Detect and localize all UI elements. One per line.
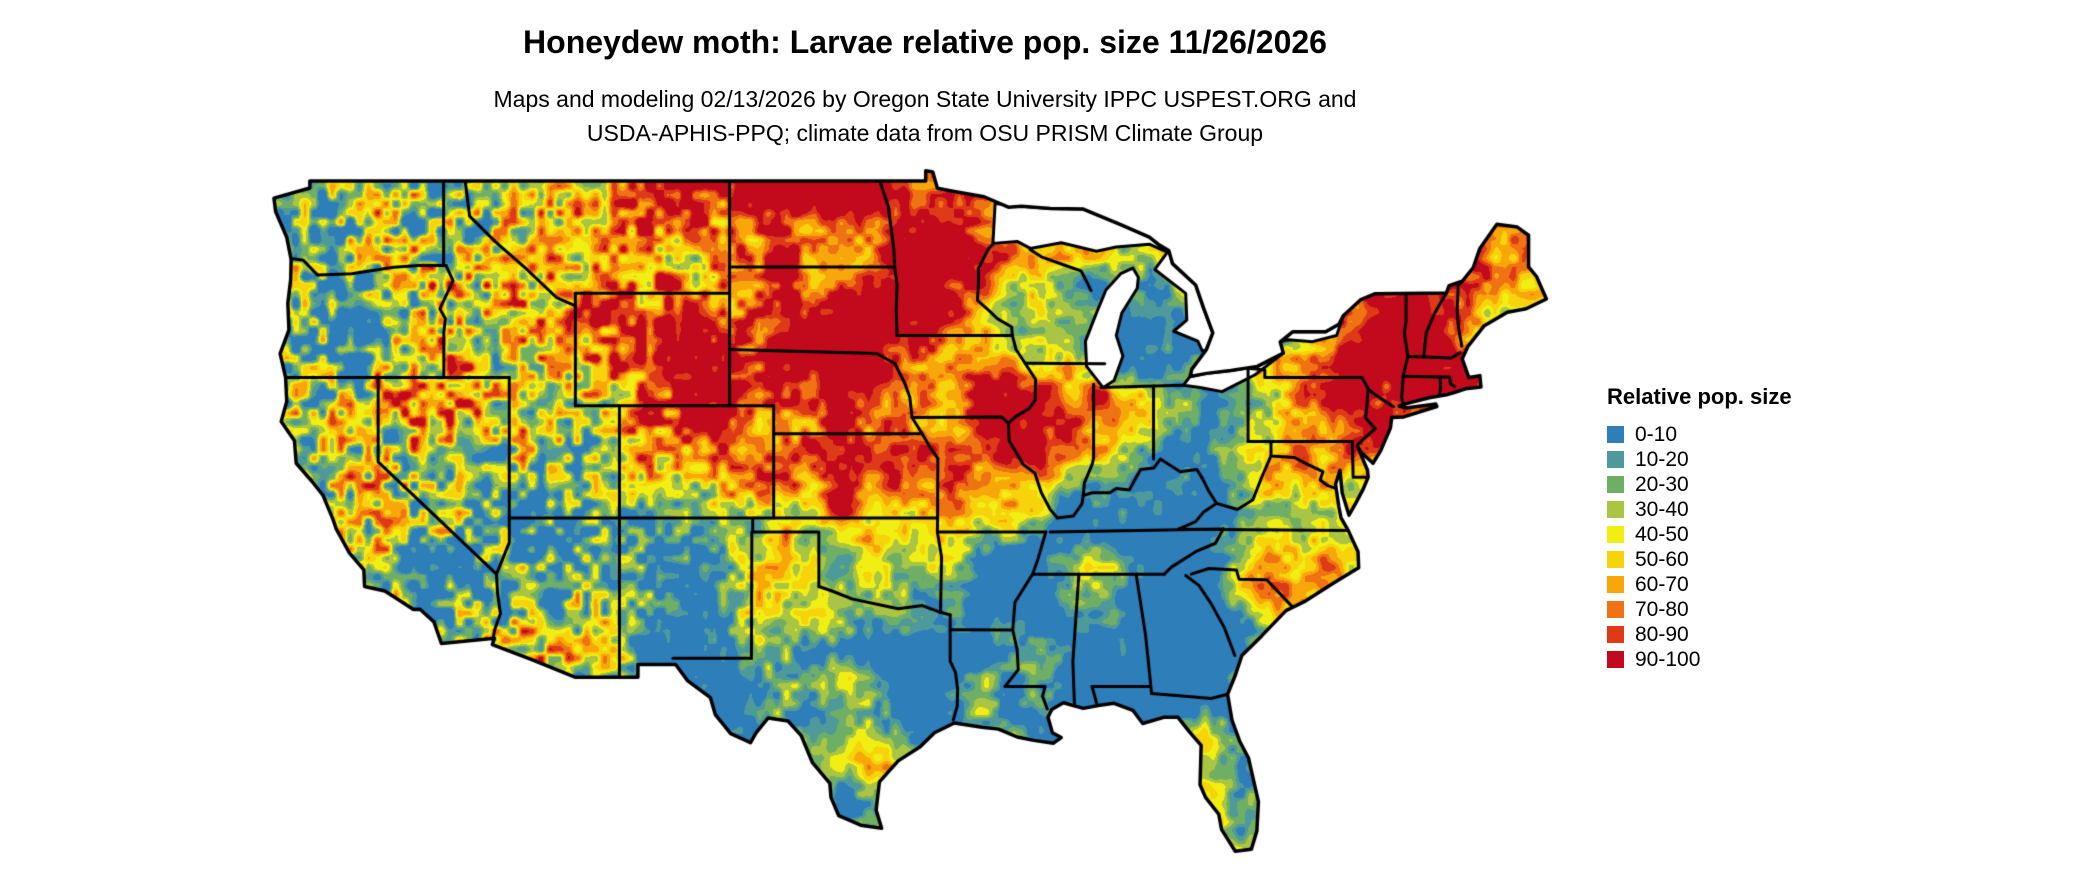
legend-color-swatch (1607, 501, 1624, 518)
legend-item: 30-40 (1607, 497, 1792, 522)
us-relative-population-map (268, 167, 1568, 883)
legend-items: 0-10 10-20 20-30 30-40 40-50 50-60 60-70 70-80 8… (1607, 422, 1792, 672)
legend-item: 40-50 (1607, 522, 1792, 547)
legend-color-swatch (1607, 476, 1624, 493)
page-title: Honeydew moth: Larvae relative pop. size… (523, 24, 1327, 60)
legend-item: 70-80 (1607, 597, 1792, 622)
legend-item-label: 40-50 (1635, 522, 1689, 546)
legend-item-label: 60-70 (1635, 572, 1689, 596)
legend-item: 20-30 (1607, 472, 1792, 497)
legend-color-swatch (1607, 526, 1624, 543)
legend-item-label: 70-80 (1635, 597, 1689, 621)
legend-item: 80-90 (1607, 622, 1792, 647)
legend-item-label: 0-10 (1635, 422, 1678, 446)
legend-color-swatch (1607, 451, 1624, 468)
legend-item: 60-70 (1607, 572, 1792, 597)
legend: Relative pop. size 0-10 10-20 20-30 30-40 40… (1607, 384, 1792, 672)
legend-item-label: 30-40 (1635, 497, 1689, 521)
legend-item-label: 10-20 (1635, 447, 1689, 471)
legend-title: Relative pop. size (1607, 384, 1792, 409)
legend-item-label: 50-60 (1635, 547, 1689, 571)
legend-item: 90-100 (1607, 647, 1792, 672)
page-subtitle-line2: USDA-APHIS-PPQ; climate data from OSU PR… (586, 120, 1264, 146)
page-subtitle: Maps and modeling 02/13/2026 by Oregon S… (494, 82, 1357, 150)
legend-color-swatch (1607, 601, 1624, 618)
legend-color-swatch (1607, 426, 1624, 443)
legend-color-swatch (1607, 651, 1624, 668)
legend-item-label: 20-30 (1635, 472, 1689, 496)
page-subtitle-line1: Maps and modeling 02/13/2026 by Oregon S… (493, 86, 1357, 112)
legend-item: 0-10 (1607, 422, 1792, 447)
legend-color-swatch (1607, 626, 1624, 643)
legend-item-label: 80-90 (1635, 622, 1689, 646)
legend-item: 50-60 (1607, 547, 1792, 572)
legend-color-swatch (1607, 576, 1624, 593)
legend-item: 10-20 (1607, 447, 1792, 472)
legend-color-swatch (1607, 551, 1624, 568)
legend-item-label: 90-100 (1635, 647, 1701, 671)
